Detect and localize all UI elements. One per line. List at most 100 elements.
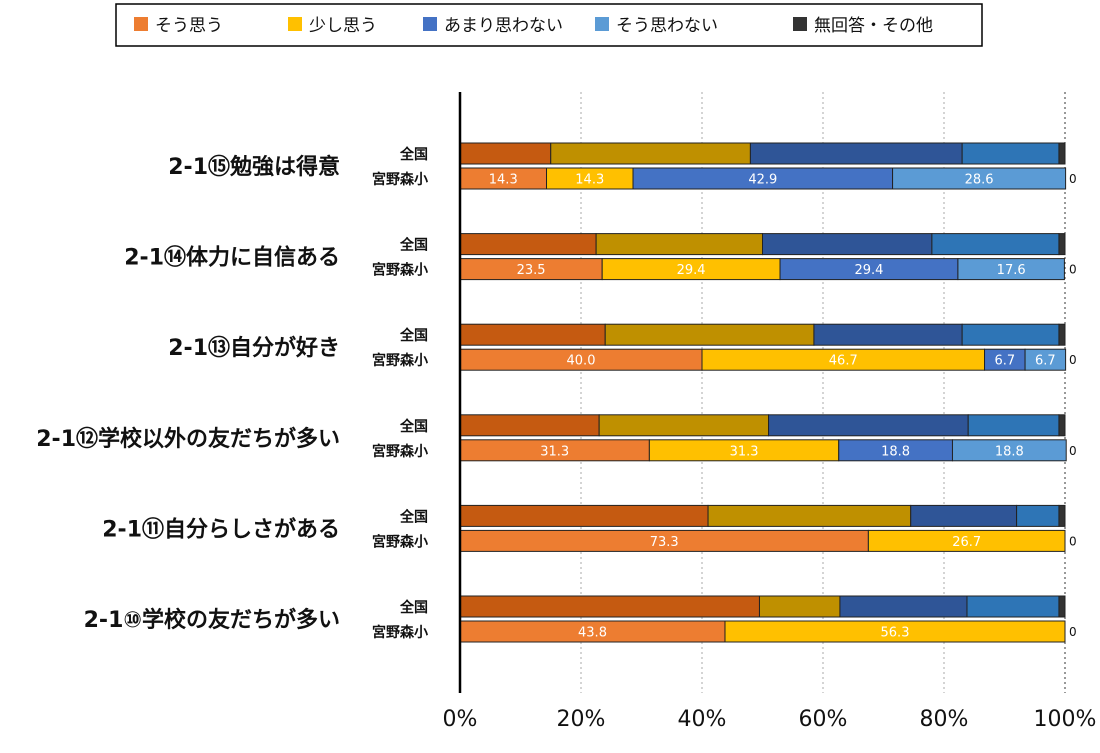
data-label: 46.7 [829, 354, 858, 369]
bar-segment [931, 233, 1060, 256]
group-label: 宮野森小 [372, 171, 428, 188]
group-label: 宮野森小 [372, 533, 428, 550]
bar-segment [1058, 323, 1066, 346]
legend-swatch [793, 17, 807, 31]
bar-segment [1058, 414, 1066, 437]
legend-swatch [288, 17, 302, 31]
data-label: 14.3 [575, 173, 604, 188]
legend-swatch [595, 17, 609, 31]
legend-label: そう思う [155, 16, 223, 36]
data-label: 6.7 [1035, 354, 1056, 369]
bar-segment [459, 142, 552, 165]
data-label: 0 [1069, 263, 1077, 277]
data-label: 17.6 [997, 263, 1026, 278]
data-label: 28.6 [965, 173, 994, 188]
data-label: 0 [1069, 625, 1077, 639]
bar-segment [1058, 142, 1066, 165]
bar-segment [768, 414, 969, 437]
group-label: 宮野森小 [372, 352, 428, 369]
bar-segment [459, 504, 709, 527]
group-label: 全国 [399, 418, 428, 435]
data-label: 29.4 [855, 263, 884, 278]
bar-segment [595, 233, 763, 256]
data-label: 6.7 [994, 354, 1015, 369]
bar-segment [604, 323, 815, 346]
group-label: 全国 [399, 327, 428, 344]
legend-box [115, 3, 983, 47]
bar-segment [1058, 233, 1066, 256]
bar-segment [966, 595, 1060, 618]
data-label: 14.3 [489, 173, 518, 188]
x-tick-label: 80% [920, 707, 969, 732]
gridlines [580, 92, 1066, 693]
bar-segment [724, 620, 1066, 643]
bar-segment [459, 323, 606, 346]
group-label: 全国 [399, 237, 428, 254]
data-label: 31.3 [730, 444, 759, 459]
bar-segment [459, 233, 597, 256]
bar-segment [707, 504, 912, 527]
x-axis: 0% 20% 40% 60% 80% 100% [443, 92, 1097, 732]
bar-segment [459, 595, 760, 618]
bar-segment [867, 529, 1066, 552]
data-label: 18.8 [995, 444, 1024, 459]
data-label: 73.3 [650, 535, 679, 550]
bar-segment [957, 258, 1065, 281]
data-label: 23.5 [517, 263, 546, 278]
legend-label: そう思わない [616, 16, 718, 36]
data-label: 31.3 [540, 444, 569, 459]
bar-segment [910, 504, 1018, 527]
x-tick-label: 100% [1034, 707, 1097, 732]
bar-segment [1058, 504, 1066, 527]
legend-swatch [423, 17, 437, 31]
data-label: 29.4 [677, 263, 706, 278]
data-label: 0 [1069, 444, 1077, 458]
group-label: 宮野森小 [372, 262, 428, 279]
group-label: 宮野森小 [372, 443, 428, 460]
category-labels: 全国宮野森小2-1⑮勉強は得意全国宮野森小2-1⑭体力に自信ある全国宮野森小2-… [36, 146, 428, 641]
data-label: 43.8 [578, 626, 607, 641]
bar-segment [839, 595, 968, 618]
legend-label: あまり思わない [444, 16, 563, 36]
category-label: 2-1⑬自分が好き [168, 335, 340, 361]
bar-segment [749, 142, 963, 165]
data-label: 40.0 [567, 354, 596, 369]
bar-segment [598, 414, 770, 437]
data-label: 0 [1069, 534, 1077, 548]
data-label: 0 [1069, 353, 1077, 367]
legend-swatch [134, 17, 148, 31]
category-label: 2-1⑮勉強は得意 [168, 154, 340, 180]
bar-segment [758, 595, 841, 618]
data-label: 0 [1069, 172, 1077, 186]
bar-segment [892, 167, 1067, 190]
bar-segment [951, 439, 1067, 462]
data-label: 56.3 [881, 626, 910, 641]
bar-segment [459, 414, 600, 437]
bar-segment [813, 323, 963, 346]
data-label: 26.7 [952, 535, 981, 550]
bar-segment [1058, 595, 1066, 618]
bar-segment [1024, 348, 1067, 371]
category-label: 2-1⑪自分らしさがある [102, 516, 340, 542]
bar-segment [967, 414, 1060, 437]
group-label: 全国 [399, 146, 428, 163]
bars: 14.3 14.3 42.9 28.6 0 23.5 29.4 29.4 17.6 0 40.0 46… [459, 142, 1077, 643]
bar-segment [1016, 504, 1060, 527]
x-tick-label: 20% [557, 707, 606, 732]
category-label: 2-1⑩学校の友だちが多い [84, 607, 340, 633]
data-label: 18.8 [881, 444, 910, 459]
group-label: 全国 [399, 599, 428, 616]
bar-segment [961, 323, 1060, 346]
x-tick-label: 40% [678, 707, 727, 732]
x-tick-label: 60% [799, 707, 848, 732]
group-label: 宮野森小 [372, 624, 428, 641]
bar-segment [550, 142, 751, 165]
category-label: 2-1⑫学校以外の友だちが多い [36, 426, 340, 452]
data-label: 42.9 [748, 173, 777, 188]
group-label: 全国 [399, 508, 428, 525]
legend-label: 少し思う [309, 16, 377, 36]
legend: そう思う 少し思う あまり思わない そう思わない 無回答・その他 [115, 3, 983, 47]
bar-segment [762, 233, 933, 256]
x-tick-label: 0% [443, 707, 478, 732]
